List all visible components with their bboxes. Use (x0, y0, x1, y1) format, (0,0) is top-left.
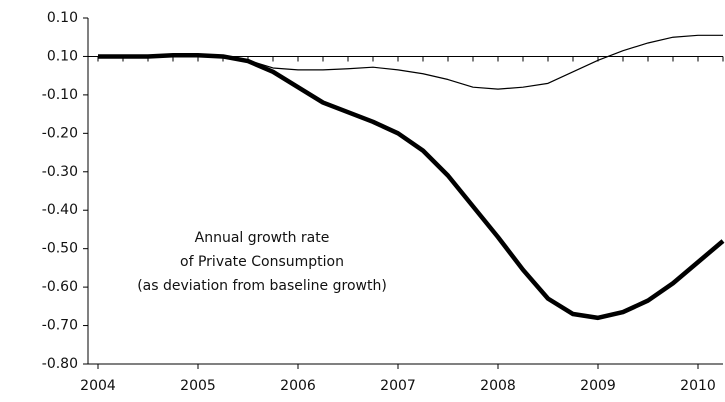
y-tick-label: -0.80 (42, 356, 78, 372)
x-tick-label: 2007 (380, 378, 416, 394)
y-tick-label: -0.10 (42, 87, 78, 103)
x-tick-label: 2006 (280, 378, 316, 394)
annotation: (as deviation from baseline growth) (137, 278, 387, 294)
x-tick-label: 2008 (480, 378, 516, 394)
y-tick-label: 0.10 (47, 10, 78, 26)
y-tick-label: -0.20 (42, 125, 78, 141)
x-tick-label: 2009 (580, 378, 616, 394)
y-tick-label: 0.10 (47, 48, 78, 64)
y-tick-label: -0.30 (42, 164, 78, 180)
x-tick-label: 2005 (180, 378, 216, 394)
y-tick-label: -0.60 (42, 279, 78, 295)
y-tick-label: -0.40 (42, 202, 78, 218)
x-tick-label: 2004 (80, 378, 116, 394)
annotation: of Private Consumption (180, 254, 344, 270)
y-tick-label: -0.50 (42, 241, 78, 257)
series-line (98, 34, 723, 90)
y-tick-label: -0.70 (42, 318, 78, 334)
annotation: Annual growth rate (195, 230, 330, 246)
x-tick-label: 2010 (680, 378, 716, 394)
